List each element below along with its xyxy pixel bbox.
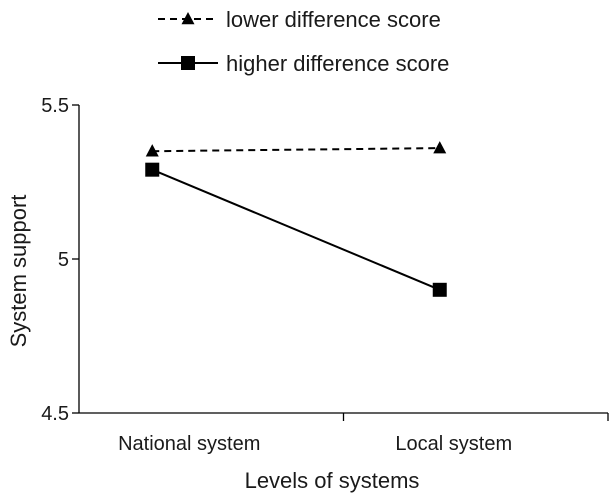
y-tick-label: 4.5 — [41, 403, 69, 425]
data-point-triangle — [145, 144, 159, 157]
legend-label: lower difference score — [226, 7, 441, 32]
y-tick-label: 5 — [58, 249, 69, 271]
x-tick-label: National system — [118, 433, 260, 455]
y-ticks: 4.5 5 5.5 — [41, 95, 79, 425]
legend-item: higher difference score — [158, 51, 449, 76]
series-line — [152, 147, 440, 153]
legend-item: lower difference score — [158, 7, 441, 32]
data-point-square — [432, 282, 447, 297]
x-tick-label: Local system — [395, 433, 512, 455]
series-higher — [145, 162, 447, 297]
y-tick-label: 5.5 — [41, 95, 69, 117]
x-axis-title: Levels of systems — [245, 468, 420, 493]
x-ticks: National system Local system — [118, 413, 609, 455]
legend-marker-triangle — [181, 11, 195, 25]
data-point-triangle — [433, 141, 447, 154]
legend-marker-square — [181, 56, 195, 70]
legend-label: higher difference score — [226, 51, 449, 76]
legend: lower difference score higher difference … — [158, 7, 449, 76]
series-layer — [145, 141, 447, 297]
y-axis-title: System support — [6, 195, 31, 348]
series-line — [151, 168, 441, 291]
data-point-square — [145, 162, 160, 177]
series-lower — [145, 141, 447, 157]
